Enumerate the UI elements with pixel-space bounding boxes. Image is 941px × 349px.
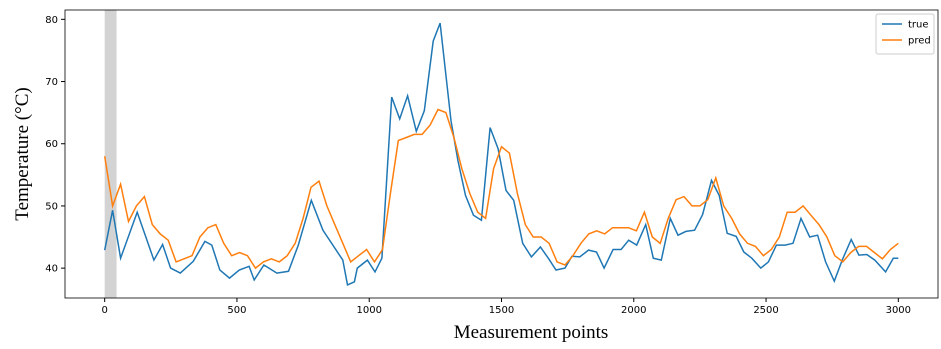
x-tick-label: 1500 xyxy=(489,305,514,316)
plot-frame xyxy=(64,9,939,299)
y-tick-label: 40 xyxy=(45,264,58,275)
x-tick-label: 3000 xyxy=(886,305,911,316)
legend-label: pred xyxy=(908,36,931,47)
x-tick-label: 2000 xyxy=(621,305,646,316)
x-tick-label: 500 xyxy=(227,305,246,316)
y-axis-label: Temperature (°C) xyxy=(12,87,33,220)
x-tick-label: 1000 xyxy=(357,305,382,316)
legend-label: true xyxy=(908,20,929,31)
y-tick-label: 50 xyxy=(45,201,58,212)
x-tick-label: 0 xyxy=(101,305,107,316)
data-line xyxy=(103,108,899,270)
y-tick-label: 80 xyxy=(45,15,58,26)
highlight-span xyxy=(104,10,117,298)
x-axis-label: Measurement points xyxy=(454,322,609,343)
y-tick-label: 60 xyxy=(45,139,58,150)
y-tick-label: 70 xyxy=(45,77,58,88)
x-tick-label: 2500 xyxy=(753,305,778,316)
data-line xyxy=(103,22,899,286)
